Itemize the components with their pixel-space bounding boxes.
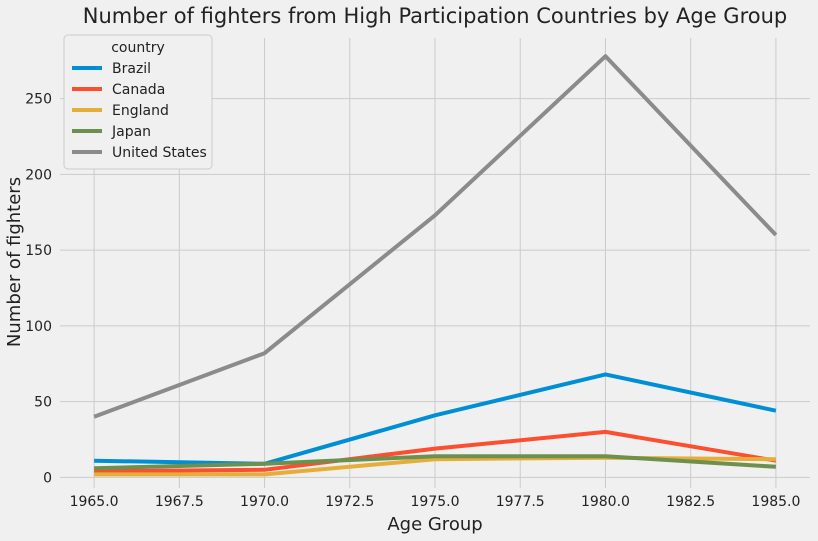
x-tick-label: 1980.0 bbox=[581, 494, 630, 510]
legend-items: Brazil Canada England Japan United States bbox=[72, 61, 207, 161]
grid bbox=[60, 38, 810, 488]
y-axis-ticks: 0 50 100 150 200 250 bbox=[25, 92, 52, 487]
y-tick-label: 100 bbox=[25, 319, 52, 335]
x-tick-label: 1967.5 bbox=[155, 494, 204, 510]
legend-label-canada: Canada bbox=[112, 82, 165, 98]
x-tick-label: 1972.5 bbox=[325, 494, 374, 510]
x-tick-label: 1982.5 bbox=[666, 494, 715, 510]
x-tick-label: 1977.5 bbox=[496, 494, 545, 510]
legend: country Brazil Canada England Japan United S… bbox=[63, 34, 213, 170]
x-axis-label: Age Group bbox=[387, 514, 482, 535]
y-tick-label: 250 bbox=[25, 92, 52, 108]
legend-label-united-states: United States bbox=[112, 145, 207, 161]
legend-label-japan: Japan bbox=[111, 124, 151, 140]
legend-label-brazil: Brazil bbox=[112, 61, 151, 77]
series-line-brazil bbox=[94, 372, 777, 466]
x-tick-label: 1970.0 bbox=[240, 494, 289, 510]
series-line-canada bbox=[94, 429, 777, 474]
x-tick-label: 1985.0 bbox=[751, 494, 800, 510]
x-tick-label: 1965.0 bbox=[70, 494, 119, 510]
chart-title: Number of fighters from High Participati… bbox=[83, 4, 788, 28]
y-tick-label: 0 bbox=[43, 470, 52, 486]
series-line-japan bbox=[94, 454, 777, 471]
legend-label-england: England bbox=[112, 103, 169, 119]
y-axis-label: Number of fighters bbox=[4, 177, 25, 347]
legend-title: country bbox=[111, 40, 165, 56]
y-tick-label: 200 bbox=[25, 167, 52, 183]
series-lines bbox=[93, 54, 778, 477]
y-tick-label: 150 bbox=[25, 243, 52, 259]
y-tick-label: 50 bbox=[34, 395, 52, 411]
x-axis-ticks: 1965.0 1967.5 1970.0 1972.5 1975.0 1977.5 1980… bbox=[70, 494, 801, 510]
x-tick-label: 1975.0 bbox=[411, 494, 460, 510]
series-line-united-states bbox=[93, 54, 778, 419]
